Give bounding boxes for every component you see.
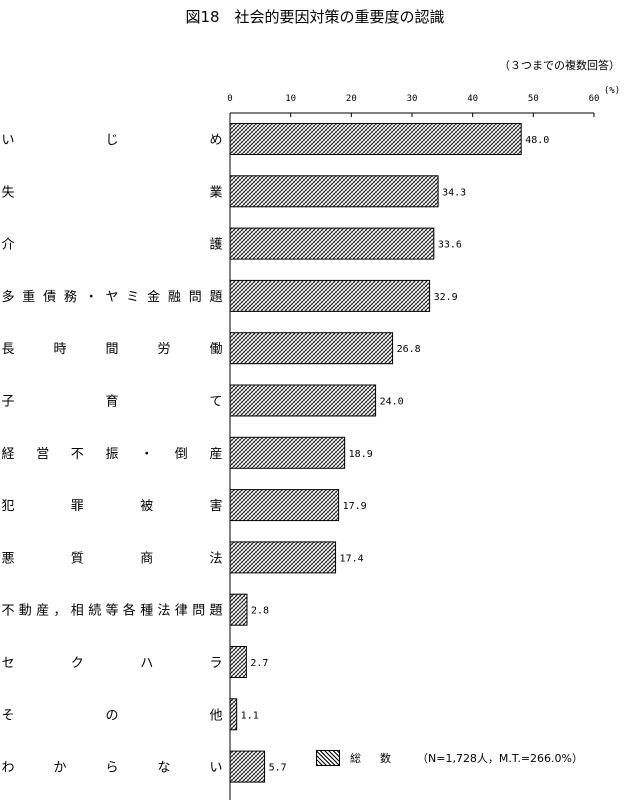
legend-swatch [316,750,340,766]
bar-9 [229,593,248,626]
legend-note: （N=1,728人，M.T.=266.0%） [417,752,583,765]
bar-7 [229,489,340,522]
legend-series-name: 総 数 [350,752,395,765]
legend: 総 数 （N=1,728人，M.T.=266.0%） [316,750,583,766]
x-tick-label: 50 [528,94,539,104]
x-tick-label: 20 [346,94,357,104]
x-tick-label: 0 [227,94,232,104]
bar-3 [229,279,431,312]
x-axis-unit: (%) [604,86,620,96]
bar-8 [229,541,337,574]
category-label: 犯罪被害 [1,498,222,514]
category-label: 悪質商法 [1,551,222,566]
value-label: 5.7 [269,763,287,774]
category-label: 長時間労働 [1,342,222,357]
category-label: 子育て [1,394,222,410]
bar-layer [229,123,522,783]
category-label: 多重債務・ヤミ金融問題 [1,289,222,305]
x-tick-label: 40 [467,94,478,104]
value-label: 34.3 [442,187,466,198]
category-label: 失業 [1,184,222,200]
bar-5 [229,384,377,417]
bar-4 [229,332,394,365]
value-label: 18.9 [349,449,373,460]
bar-2 [229,227,435,260]
value-label: 26.8 [397,344,421,355]
value-label: 2.7 [250,658,268,669]
bar-12 [229,750,266,783]
category-label: いじめ [1,133,222,148]
category-label: セクハラ [1,656,222,671]
x-tick-label: 10 [285,94,296,104]
value-label: 17.4 [340,553,364,564]
bar-10 [229,646,247,678]
value-label: 48.0 [525,135,549,146]
category-label: 経営不振・倒産 [1,446,222,462]
value-label: 1.1 [241,710,259,721]
category-label: その他 [1,708,222,723]
x-tick-label: 60 [589,94,600,104]
value-label: 2.8 [251,606,269,617]
category-label: わからない [1,761,222,776]
bar-1 [229,175,439,208]
bar-6 [229,436,346,469]
bar-0 [229,123,522,155]
x-tick-label: 30 [407,94,418,104]
value-label: 17.9 [343,501,367,512]
category-label: 不動産，相続等各種法律問題 [1,603,222,619]
bar-11 [229,698,238,731]
value-label: 32.9 [434,292,458,303]
chart-note: （３つまでの複数回答） [499,59,620,72]
value-label: 33.6 [438,240,462,251]
value-label: 24.0 [380,397,404,408]
category-label: 介護 [1,237,222,253]
chart-title: 図18 社会的要因対策の重要度の認識 [185,8,445,26]
